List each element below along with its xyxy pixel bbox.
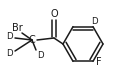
Text: C: C xyxy=(29,35,35,45)
Text: O: O xyxy=(50,9,58,19)
Text: D: D xyxy=(37,50,43,59)
Text: D: D xyxy=(6,48,12,57)
Text: Br: Br xyxy=(12,23,22,33)
Text: D: D xyxy=(6,32,12,40)
Text: D: D xyxy=(91,17,97,26)
Text: F: F xyxy=(96,57,102,67)
